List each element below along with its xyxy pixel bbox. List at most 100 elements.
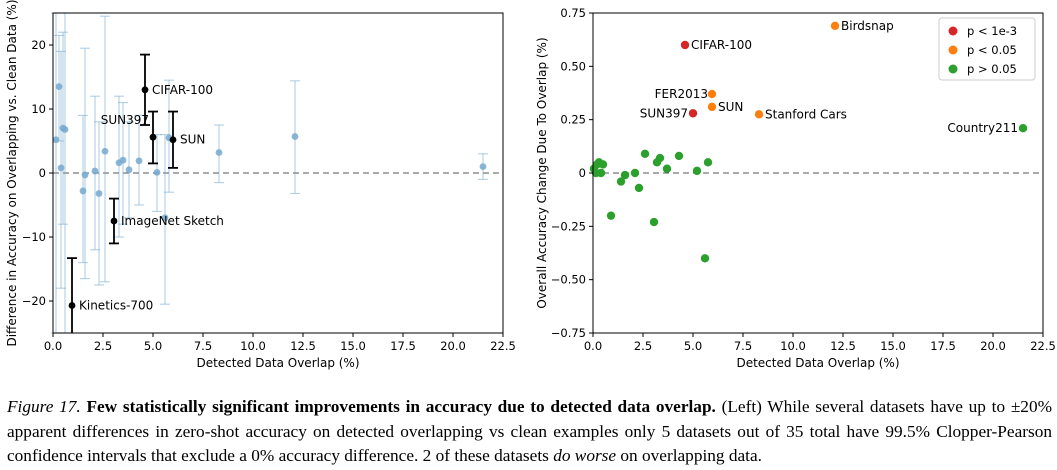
data-point <box>135 157 143 165</box>
data-label: SUN <box>718 100 743 114</box>
data-label: SUN397 <box>101 113 149 127</box>
data-point <box>169 136 177 144</box>
x-tick-label: 5.0 <box>684 339 702 353</box>
data-point <box>61 126 69 133</box>
data-point <box>754 110 764 119</box>
data-point <box>630 168 640 178</box>
data-point <box>91 167 99 175</box>
right-chart: CIFAR-100 SUN397 Birdsnap FER2013 SUN Stanfor… <box>535 6 1056 370</box>
data-point <box>101 147 109 155</box>
data-point <box>161 214 169 222</box>
x-tick-label: 7.5 <box>194 339 212 353</box>
y-tick-label: −0.25 <box>551 219 586 233</box>
legend-label: p < 0.05 <box>967 43 1017 57</box>
data-label: CIFAR-100 <box>691 38 752 52</box>
y-tick-label: 0.75 <box>560 6 586 20</box>
data-label: ImageNet Sketch <box>121 214 224 228</box>
legend-marker <box>948 26 958 36</box>
data-label: SUN <box>180 133 205 147</box>
y-tick-label: 0.50 <box>560 59 586 73</box>
data-label: Stanford Cars <box>765 107 847 121</box>
data-point <box>598 160 608 169</box>
x-tick-label: 12.5 <box>290 339 316 353</box>
caption-title: Few statistically significant improvemen… <box>86 397 716 416</box>
caption-text: (Left) While several datasets have up to… <box>7 397 1052 465</box>
data-point <box>141 86 149 94</box>
data-point <box>662 164 672 173</box>
data-point <box>596 168 606 178</box>
data-point <box>700 254 710 263</box>
y-tick-label: 20 <box>31 38 46 52</box>
data-point <box>649 217 659 227</box>
data-point <box>640 149 650 158</box>
figure: Kinetics-700 ImageNet Sketch CIFAR-100 SUN3… <box>5 0 1056 370</box>
data-point <box>153 168 161 176</box>
data-point <box>703 158 713 167</box>
data-point <box>634 183 644 193</box>
data-point <box>291 133 299 140</box>
figure-caption: Figure 17. Few statistically significant… <box>7 395 1052 469</box>
x-axis-label: Detected Data Overlap (%) <box>736 356 899 370</box>
data-point <box>215 149 223 156</box>
data-point <box>52 136 60 144</box>
x-tick-label: 15.0 <box>340 339 366 353</box>
legend: p < 1e-3 p < 0.05 p > 0.05 <box>938 17 1036 81</box>
x-tick-label: 22.5 <box>490 339 516 353</box>
legend-box <box>938 17 1036 81</box>
data-point <box>81 171 89 179</box>
data-point <box>149 133 157 141</box>
x-tick-label: 2.5 <box>634 339 652 353</box>
y-axis-label: Difference in Accuracy on Overlapping vs… <box>5 0 19 347</box>
x-tick-label: 0.0 <box>44 339 62 353</box>
data-label: Kinetics-700 <box>79 298 153 312</box>
data-point <box>830 21 840 30</box>
data-point <box>479 163 487 171</box>
data-point <box>688 109 698 118</box>
data-point <box>680 40 690 50</box>
x-tick-label: 0.0 <box>584 339 602 353</box>
data-point <box>692 166 702 176</box>
x-tick-label: 20.0 <box>440 339 466 353</box>
x-tick-label: 22.5 <box>1030 339 1056 353</box>
y-tick-label: −0.75 <box>551 326 586 340</box>
data-point <box>707 102 717 112</box>
y-tick-label: −10 <box>22 230 46 244</box>
y-tick-label: 10 <box>31 102 46 116</box>
legend-marker <box>948 64 958 74</box>
data-label: Country211 <box>947 121 1018 135</box>
caption-text-end: on overlapping data. <box>620 446 762 465</box>
caption-emphasis: do worse <box>553 446 617 465</box>
data-point <box>616 177 626 186</box>
y-tick-label: −20 <box>22 294 46 308</box>
caption-label: Figure 17. <box>7 397 81 416</box>
x-tick-label: 5.0 <box>144 339 162 353</box>
data-point <box>110 217 118 225</box>
x-tick-label: 17.5 <box>930 339 956 353</box>
data-point <box>620 170 630 180</box>
data-point <box>674 151 684 161</box>
x-tick-label: 10.0 <box>780 339 806 353</box>
legend-label: p < 1e-3 <box>967 24 1017 38</box>
data-point <box>125 166 133 174</box>
y-tick-label: 0 <box>579 166 586 180</box>
x-tick-label: 10.0 <box>240 339 266 353</box>
x-axis-label: Detected Data Overlap (%) <box>196 356 359 370</box>
data-point <box>707 89 717 99</box>
data-label: Birdsnap <box>841 19 894 33</box>
data-point <box>1018 124 1028 133</box>
legend-marker <box>948 45 958 55</box>
left-chart: Kinetics-700 ImageNet Sketch CIFAR-100 SUN3… <box>5 0 516 370</box>
x-tick-label: 15.0 <box>880 339 906 353</box>
y-tick-label: 0 <box>39 166 46 180</box>
legend-label: p > 0.05 <box>967 62 1017 76</box>
y-axis-label: Overall Accuracy Change Due To Overlap (… <box>535 37 549 308</box>
y-tick-label: −0.50 <box>551 273 586 287</box>
data-label: SUN397 <box>640 106 688 120</box>
data-label: CIFAR-100 <box>152 83 213 97</box>
x-tick-label: 12.5 <box>830 339 856 353</box>
x-tick-label: 17.5 <box>390 339 416 353</box>
y-tick-label: 0.25 <box>560 113 586 127</box>
x-tick-label: 7.5 <box>734 339 752 353</box>
x-tick-label: 20.0 <box>980 339 1006 353</box>
data-point <box>119 156 127 164</box>
